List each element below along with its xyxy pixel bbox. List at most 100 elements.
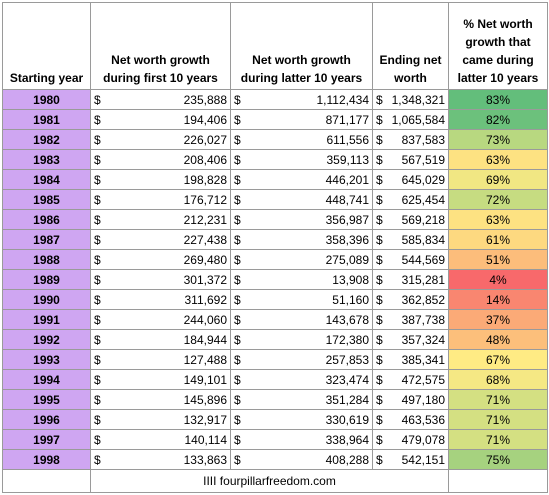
money: $387,738	[376, 313, 445, 327]
money: $351,284	[234, 393, 369, 407]
currency-symbol: $	[234, 212, 241, 227]
currency-symbol: $	[94, 172, 101, 187]
latter-value: 330,619	[325, 412, 369, 427]
money-cell: $479,078	[372, 429, 449, 450]
money: $448,741	[234, 193, 369, 207]
ending-value: 472,575	[401, 372, 445, 387]
currency-symbol: $	[376, 212, 383, 227]
money: $585,834	[376, 233, 445, 247]
first-value: 176,712	[183, 192, 227, 207]
percent-cell: 48%	[448, 329, 548, 350]
latter-value: 172,380	[325, 332, 369, 347]
percent-cell: 71%	[448, 429, 548, 450]
money-cell: $542,151	[372, 449, 449, 470]
table-row: 1990 $311,692 $51,160 $362,852 14%	[2, 289, 548, 310]
currency-symbol: $	[234, 132, 241, 147]
currency-symbol: $	[376, 392, 383, 407]
currency-symbol: $	[94, 132, 101, 147]
table-row: 1981 $194,406 $871,177 $1,065,584 82%	[2, 109, 548, 130]
latter-value: 611,556	[326, 132, 370, 147]
money-cell: $472,575	[372, 369, 449, 390]
money-cell: $837,583	[372, 129, 449, 150]
money-cell: $871,177	[230, 109, 373, 130]
year-cell: 1981	[2, 109, 91, 130]
money-cell: $208,406	[90, 149, 231, 170]
money-cell: $1,348,321	[372, 89, 449, 110]
table-row: 1992 $184,944 $172,380 $357,324 48%	[2, 329, 548, 350]
ending-value: 542,151	[401, 452, 445, 467]
money: $311,692	[94, 293, 227, 307]
percent-cell: 83%	[448, 89, 548, 110]
currency-symbol: $	[94, 392, 101, 407]
money-cell: $301,372	[90, 269, 231, 290]
ending-value: 837,583	[401, 132, 445, 147]
money: $198,828	[94, 173, 227, 187]
money: $472,575	[376, 373, 445, 387]
money: $567,519	[376, 153, 445, 167]
currency-symbol: $	[234, 112, 241, 127]
currency-symbol: $	[234, 332, 241, 347]
percent-cell: 75%	[448, 449, 548, 470]
currency-symbol: $	[234, 412, 241, 427]
currency-symbol: $	[94, 272, 101, 287]
money-cell: $194,406	[90, 109, 231, 130]
money: $323,474	[234, 373, 369, 387]
currency-symbol: $	[234, 272, 241, 287]
table-row: 1991 $244,060 $143,678 $387,738 37%	[2, 309, 548, 330]
year-cell: 1998	[2, 449, 91, 470]
ending-value: 315,281	[401, 272, 445, 287]
percent-cell: 37%	[448, 309, 548, 330]
year-cell: 1983	[2, 149, 91, 170]
year-cell: 1996	[2, 409, 91, 430]
money-cell: $133,863	[90, 449, 231, 470]
money: $1,112,434	[234, 93, 369, 107]
money: $133,863	[94, 453, 227, 467]
ending-value: 357,324	[401, 332, 445, 347]
latter-value: 358,396	[325, 232, 369, 247]
ending-value: 569,218	[401, 212, 445, 227]
money-cell: $13,908	[230, 269, 373, 290]
footer-empty	[2, 469, 91, 493]
money-cell: $323,474	[230, 369, 373, 390]
latter-value: 871,177	[325, 112, 369, 127]
year-cell: 1990	[2, 289, 91, 310]
first-value: 301,372	[183, 272, 227, 287]
money-cell: $275,089	[230, 249, 373, 270]
currency-symbol: $	[376, 232, 383, 247]
year-cell: 1987	[2, 229, 91, 250]
first-value: 127,488	[183, 352, 227, 367]
percent-cell: 51%	[448, 249, 548, 270]
money: $132,917	[94, 413, 227, 427]
money-cell: $408,288	[230, 449, 373, 470]
percent-cell: 67%	[448, 349, 548, 370]
money-cell: $315,281	[372, 269, 449, 290]
money: $315,281	[376, 273, 445, 287]
currency-symbol: $	[94, 152, 101, 167]
money-cell: $132,917	[90, 409, 231, 430]
table-row: 1993 $127,488 $257,853 $385,341 67%	[2, 349, 548, 370]
money-cell: $127,488	[90, 349, 231, 370]
money-cell: $463,536	[372, 409, 449, 430]
money: $357,324	[376, 333, 445, 347]
currency-symbol: $	[94, 212, 101, 227]
money-cell: $51,160	[230, 289, 373, 310]
percent-cell: 63%	[448, 149, 548, 170]
money-cell: $172,380	[230, 329, 373, 350]
table-row: 1998 $133,863 $408,288 $542,151 75%	[2, 449, 548, 470]
table-row: 1994 $149,101 $323,474 $472,575 68%	[2, 369, 548, 390]
year-cell: 1982	[2, 129, 91, 150]
money-cell: $330,619	[230, 409, 373, 430]
table-row: 1995 $145,896 $351,284 $497,180 71%	[2, 389, 548, 410]
first-value: 311,692	[184, 292, 228, 307]
currency-symbol: $	[94, 332, 101, 347]
currency-symbol: $	[376, 372, 383, 387]
money-cell: $567,519	[372, 149, 449, 170]
percent-cell: 61%	[448, 229, 548, 250]
latter-value: 338,964	[325, 432, 369, 447]
currency-symbol: $	[94, 192, 101, 207]
money: $463,536	[376, 413, 445, 427]
money-cell: $611,556	[230, 129, 373, 150]
first-value: 208,406	[183, 152, 227, 167]
currency-symbol: $	[234, 192, 241, 207]
ending-value: 385,341	[401, 352, 445, 367]
